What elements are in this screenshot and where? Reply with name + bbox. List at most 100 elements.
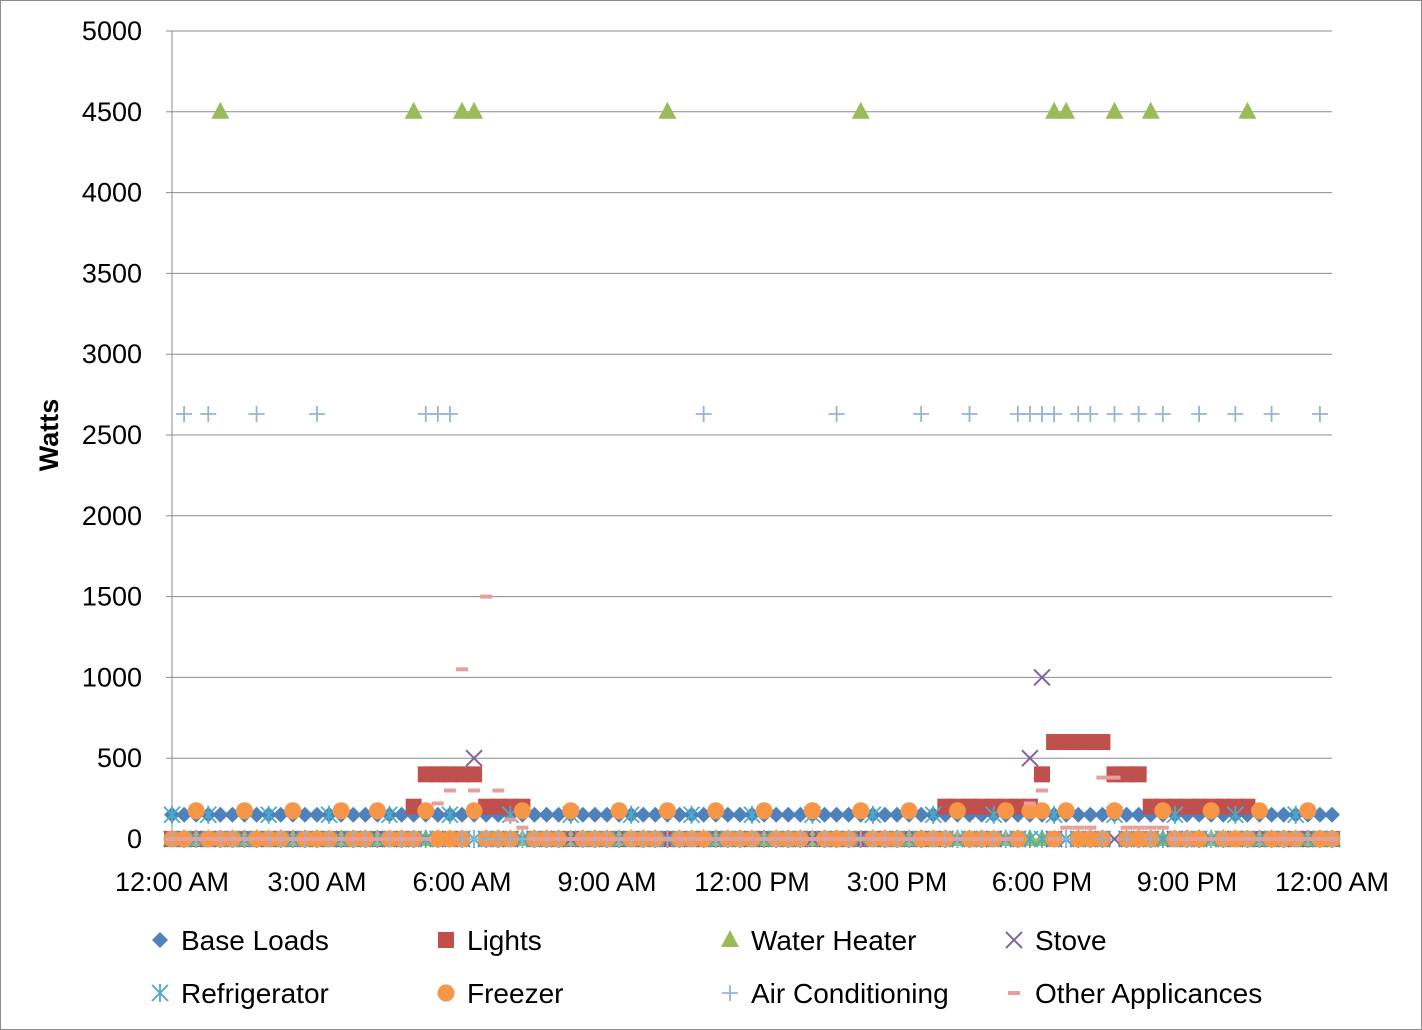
- legend-label: Stove: [1035, 925, 1107, 956]
- data-point: [1154, 802, 1172, 820]
- data-point: [1082, 734, 1099, 751]
- data-point: [576, 837, 589, 841]
- data-point: [961, 405, 978, 422]
- data-point: [999, 837, 1012, 841]
- data-point: [987, 837, 1000, 841]
- data-point: [1082, 405, 1099, 422]
- data-point: [274, 837, 287, 841]
- series-other-applicances: [166, 594, 1338, 841]
- data-point: [1241, 837, 1254, 841]
- data-point: [309, 806, 325, 823]
- data-point: [948, 802, 966, 820]
- data-point: [924, 805, 942, 824]
- data-point: [178, 837, 191, 841]
- data-point: [202, 837, 215, 841]
- data-point: [635, 806, 652, 823]
- data-point: [1141, 101, 1160, 119]
- x-tick-label: 9:00 PM: [1137, 867, 1238, 897]
- data-point: [613, 837, 626, 841]
- data-point: [262, 837, 275, 841]
- legend-marker: [151, 984, 169, 1002]
- data-point: [1251, 802, 1268, 820]
- data-point: [176, 405, 193, 422]
- y-tick-label: 2500: [82, 420, 142, 450]
- data-point: [1156, 825, 1169, 830]
- data-point: [504, 817, 517, 822]
- data-point: [226, 837, 239, 841]
- data-point: [818, 837, 831, 841]
- data-point: [803, 802, 821, 820]
- data-point: [323, 837, 336, 841]
- data-point: [673, 837, 686, 841]
- legend-marker: [152, 932, 168, 948]
- data-point: [465, 101, 484, 119]
- data-point: [1094, 831, 1111, 847]
- data-point: [1069, 830, 1087, 848]
- y-tick-label: 1000: [82, 662, 142, 692]
- data-point: [1046, 405, 1063, 422]
- data-point: [1253, 837, 1266, 841]
- legend-label: Refrigerator: [181, 978, 329, 1009]
- data-point: [1118, 766, 1135, 783]
- data-point: [513, 802, 531, 820]
- data-point: [939, 837, 952, 841]
- data-point: [755, 802, 773, 820]
- y-tick-label: 4000: [82, 178, 142, 208]
- data-point: [190, 837, 203, 841]
- data-point: [1072, 825, 1085, 830]
- data-point: [1154, 405, 1171, 422]
- data-point: [709, 837, 722, 841]
- data-point: [347, 837, 360, 841]
- y-axis-title: Watts: [34, 399, 64, 472]
- series-freezer: [163, 802, 1341, 848]
- data-point: [200, 405, 217, 422]
- data-point: [1058, 831, 1075, 847]
- data-point: [913, 405, 930, 422]
- legend-item: Stove: [1005, 925, 1107, 956]
- data-point: [1324, 806, 1340, 823]
- data-point: [997, 802, 1015, 820]
- data-point: [1106, 802, 1123, 820]
- data-point: [516, 825, 529, 830]
- data-point: [383, 837, 396, 841]
- data-point: [1130, 405, 1147, 422]
- data-point: [876, 806, 893, 823]
- data-point: [758, 837, 771, 841]
- data-point: [456, 667, 468, 672]
- legend-item: Water Heater: [721, 925, 916, 956]
- data-point: [368, 802, 386, 820]
- data-point: [1084, 825, 1097, 830]
- data-point: [1096, 775, 1109, 780]
- data-point: [828, 806, 845, 823]
- data-point: [212, 806, 229, 823]
- legend-label: Water Heater: [751, 925, 916, 956]
- data-point: [480, 594, 493, 599]
- data-point: [828, 405, 845, 422]
- data-point: [492, 788, 505, 793]
- data-point: [284, 802, 302, 820]
- data-point: [1313, 837, 1326, 841]
- data-point: [637, 837, 650, 841]
- data-point: [552, 837, 565, 841]
- legend-item: Other Applicances: [1008, 978, 1262, 1009]
- y-tick-label: 5000: [82, 16, 142, 46]
- data-point: [1326, 837, 1338, 841]
- data-point: [1081, 830, 1099, 848]
- legend-marker: [1008, 991, 1020, 995]
- x-tick-label: 6:00 PM: [992, 867, 1093, 897]
- data-point: [260, 805, 278, 824]
- data-point: [852, 802, 870, 820]
- data-point: [1275, 806, 1292, 823]
- data-point: [780, 806, 797, 823]
- data-point: [441, 805, 459, 824]
- data-point: [658, 101, 677, 119]
- data-point: [465, 749, 483, 767]
- data-point: [417, 766, 434, 783]
- data-point: [1021, 802, 1039, 820]
- data-point: [1142, 831, 1159, 847]
- data-point: [1154, 830, 1172, 848]
- data-point: [915, 837, 928, 841]
- data-point: [900, 802, 918, 820]
